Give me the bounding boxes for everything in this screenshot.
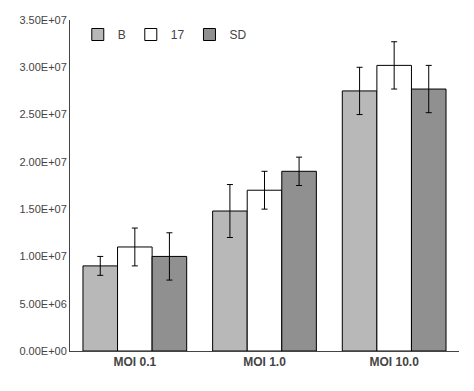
svg-text:MOI 1.0: MOI 1.0	[243, 355, 286, 369]
svg-text:MOI 0.1: MOI 0.1	[113, 355, 156, 369]
svg-text:MOI 10.0: MOI 10.0	[369, 355, 419, 369]
svg-text:0.00E+00: 0.00E+00	[19, 345, 66, 357]
svg-text:1.50E+07: 1.50E+07	[19, 203, 66, 215]
svg-text:3.00E+07: 3.00E+07	[19, 61, 66, 73]
svg-text:2.50E+07: 2.50E+07	[19, 108, 66, 120]
svg-text:17: 17	[171, 28, 185, 42]
svg-text:SD: SD	[229, 28, 246, 42]
svg-text:3.50E+07: 3.50E+07	[19, 14, 66, 26]
svg-text:5.00E+06: 5.00E+06	[19, 298, 66, 310]
svg-text:2.00E+07: 2.00E+07	[19, 156, 66, 168]
svg-text:1.00E+07: 1.00E+07	[19, 250, 66, 262]
svg-text:B: B	[118, 28, 126, 42]
